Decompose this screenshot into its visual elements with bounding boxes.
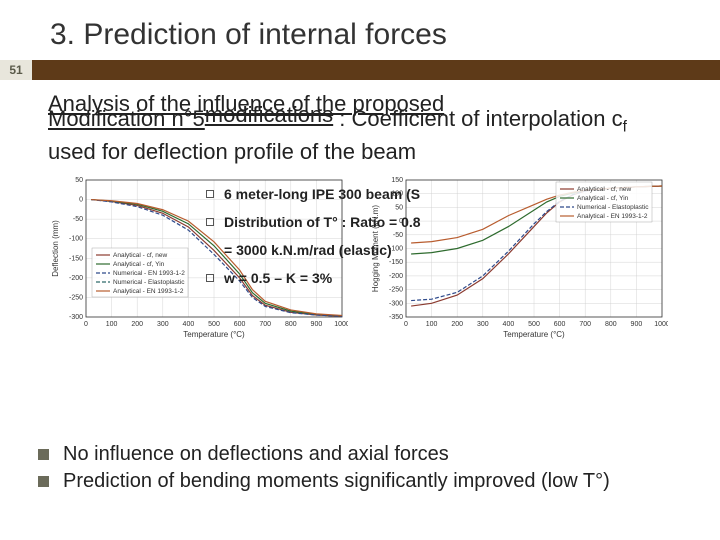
svg-text:Analytical - EN 1993-1-2: Analytical - EN 1993-1-2 [113, 288, 184, 295]
svg-text:Analytical - EN 1993-1-2: Analytical - EN 1993-1-2 [577, 213, 648, 220]
svg-text:400: 400 [183, 321, 195, 328]
square-bullet-icon [206, 190, 214, 198]
svg-text:-200: -200 [69, 275, 83, 282]
conclusion-2: Prediction of bending moments significan… [63, 469, 610, 494]
modification-label: Modification n°5 [48, 106, 205, 131]
bullet-icon [38, 449, 49, 460]
svg-text:300: 300 [157, 321, 169, 328]
overlay-l4: w = 0.5 – K = 3% [224, 264, 332, 292]
svg-text:50: 50 [75, 177, 83, 184]
svg-text:Numerical - Elastoplastic: Numerical - Elastoplastic [113, 279, 185, 286]
slide-number-bar: 51 [0, 60, 720, 80]
slide-accent-bar [32, 60, 720, 80]
svg-text:800: 800 [605, 321, 617, 328]
svg-text:900: 900 [631, 321, 643, 328]
svg-text:Temperature (°C): Temperature (°C) [183, 330, 245, 339]
svg-text:900: 900 [311, 321, 323, 328]
content-area: Analysis of the influence of the propose… [0, 80, 720, 339]
svg-text:Numerical - Elastoplastic: Numerical - Elastoplastic [577, 204, 649, 211]
svg-text:Analytical - cf, Yin: Analytical - cf, Yin [113, 261, 165, 268]
modification-text-c: used for deflection profile of the beam [48, 139, 416, 164]
bullet-icon [38, 476, 49, 487]
parameter-overlay: 6 meter-long IPE 300 beam (S Distributio… [206, 180, 546, 292]
svg-text:Temperature (°C): Temperature (°C) [503, 330, 565, 339]
svg-text:-150: -150 [69, 255, 83, 262]
svg-text:500: 500 [528, 321, 540, 328]
svg-text:800: 800 [285, 321, 297, 328]
modification-text-b: : Coefficient of interpolation c [333, 106, 622, 131]
svg-text:-100: -100 [69, 236, 83, 243]
conclusions: No influence on deflections and axial fo… [38, 442, 688, 496]
overlay-l3: = 3000 k.N.m/rad (elastic) [224, 236, 392, 264]
svg-text:600: 600 [554, 321, 566, 328]
charts-row: 01002003004005006007008009001000-300-250… [48, 174, 680, 339]
svg-text:200: 200 [131, 321, 143, 328]
svg-text:0: 0 [404, 321, 408, 328]
conclusion-1: No influence on deflections and axial fo… [63, 442, 449, 467]
svg-text:Analytical - cf, new: Analytical - cf, new [113, 252, 167, 259]
svg-text:-300: -300 [69, 314, 83, 321]
svg-text:0: 0 [84, 321, 88, 328]
square-bullet-icon [206, 218, 214, 226]
svg-text:1000: 1000 [334, 321, 348, 328]
svg-text:700: 700 [579, 321, 591, 328]
svg-text:-250: -250 [69, 295, 83, 302]
svg-text:500: 500 [208, 321, 220, 328]
svg-text:300: 300 [477, 321, 489, 328]
svg-text:Analytical - cf, new: Analytical - cf, new [577, 186, 631, 193]
square-bullet-icon [206, 274, 214, 282]
svg-text:200: 200 [451, 321, 463, 328]
svg-text:Deflection (mm): Deflection (mm) [51, 220, 60, 277]
overlay-l1: 6 meter-long IPE 300 beam (S [224, 180, 420, 208]
svg-text:100: 100 [106, 321, 118, 328]
overlay-l2: Distribution of T° : Ratio = 0.8 [224, 208, 421, 236]
svg-text:0: 0 [79, 197, 83, 204]
svg-text:400: 400 [503, 321, 515, 328]
modification-line: Modification n°5modifications : Coeffici… [48, 105, 680, 166]
svg-text:100: 100 [426, 321, 438, 328]
svg-text:1000: 1000 [654, 321, 668, 328]
svg-text:-350: -350 [389, 314, 403, 321]
subscript-f: f [623, 118, 627, 135]
svg-text:700: 700 [259, 321, 271, 328]
svg-text:Numerical - EN 1993-1-2: Numerical - EN 1993-1-2 [113, 270, 185, 277]
svg-text:-50: -50 [73, 216, 83, 223]
slide-title: 3. Prediction of internal forces [0, 0, 720, 60]
svg-text:600: 600 [234, 321, 246, 328]
subtitle-line2: modifications [205, 102, 333, 127]
svg-text:-300: -300 [389, 300, 403, 307]
svg-text:Analytical - cf, Yin: Analytical - cf, Yin [577, 195, 629, 202]
slide-number: 51 [0, 60, 32, 80]
